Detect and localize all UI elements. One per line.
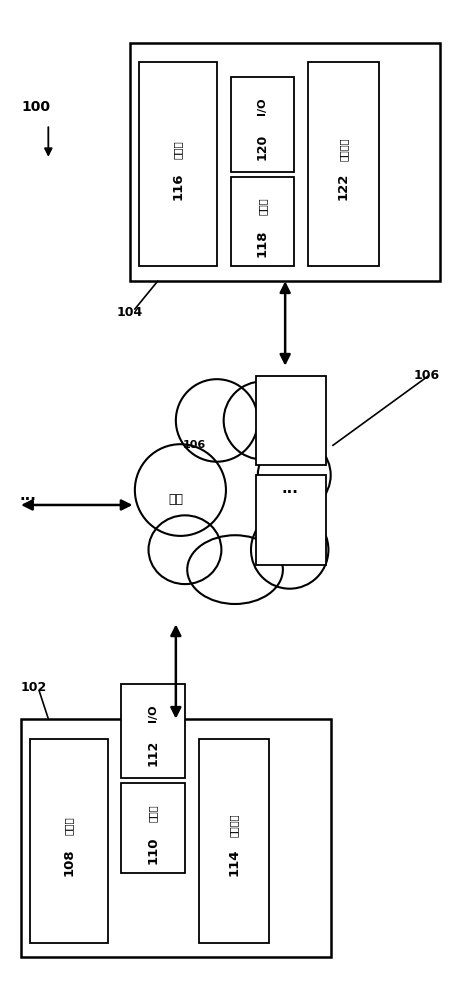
Text: 存储器: 存储器 (257, 198, 267, 215)
Bar (230, 177, 294, 266)
Ellipse shape (148, 515, 221, 584)
Bar (139, 62, 217, 266)
Text: 116: 116 (171, 173, 184, 200)
Text: 118: 118 (256, 230, 269, 257)
Text: 108: 108 (62, 849, 75, 876)
Text: 存储器: 存储器 (148, 804, 158, 822)
Text: 服务器: 服务器 (286, 397, 296, 414)
Text: ···: ··· (19, 492, 36, 507)
Ellipse shape (176, 379, 258, 462)
Text: 102: 102 (21, 681, 47, 694)
Text: 104: 104 (117, 306, 143, 319)
Bar (230, 77, 294, 172)
Text: 124: 124 (284, 528, 297, 556)
Text: 120: 120 (256, 133, 269, 160)
Text: 100: 100 (21, 100, 50, 114)
Text: 106: 106 (183, 440, 206, 450)
Text: 122: 122 (337, 173, 350, 200)
Bar (30, 739, 107, 943)
Text: 网络: 网络 (168, 493, 183, 506)
Ellipse shape (251, 511, 328, 589)
Text: 网络接口: 网络接口 (229, 814, 239, 837)
Text: 处理器: 处理器 (64, 816, 74, 835)
Text: 114: 114 (227, 849, 241, 876)
Ellipse shape (187, 535, 283, 604)
Bar (199, 739, 269, 943)
Text: 110: 110 (147, 836, 160, 864)
Bar (308, 62, 378, 266)
Bar (255, 376, 326, 465)
Text: 网络接口: 网络接口 (338, 138, 348, 161)
Bar (130, 43, 440, 281)
Text: I/O: I/O (148, 705, 158, 722)
Ellipse shape (258, 438, 331, 512)
Text: 126: 126 (284, 429, 297, 456)
Text: 112: 112 (147, 740, 160, 766)
Text: 服务器: 服务器 (286, 496, 296, 514)
Text: 处理器: 处理器 (173, 140, 183, 159)
Text: ···: ··· (281, 485, 298, 500)
Bar (121, 684, 185, 778)
Ellipse shape (224, 381, 301, 459)
Ellipse shape (135, 444, 226, 536)
Text: I/O: I/O (257, 98, 267, 115)
Bar (121, 783, 185, 873)
Text: 106: 106 (414, 369, 440, 382)
Bar (21, 719, 331, 957)
Bar (255, 475, 326, 565)
